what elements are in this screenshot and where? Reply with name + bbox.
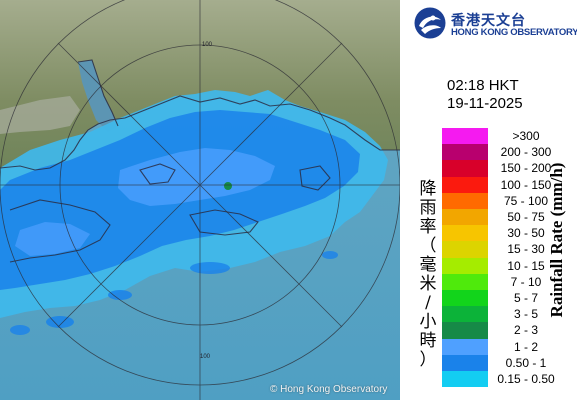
legend-label: 7 - 10 xyxy=(510,274,542,289)
radar-echo-patch xyxy=(15,222,90,256)
radar-map-image: 100 100 xyxy=(0,0,400,400)
legend-label: 200 - 300 xyxy=(500,145,552,160)
legend-row: 7 - 10 xyxy=(442,273,577,290)
legend-row: 3 - 5 xyxy=(442,306,577,323)
legend-swatch xyxy=(442,128,488,145)
legend-label: 150 - 200 xyxy=(500,161,552,176)
legend-row: 75 - 100 xyxy=(442,192,577,209)
radar-echo-heavier xyxy=(118,148,275,206)
legend-row: 2 - 3 xyxy=(442,322,577,339)
urban-area xyxy=(0,96,80,134)
legend-label: 10 - 15 xyxy=(507,258,545,273)
observation-date: 19-11-2025 xyxy=(447,95,523,112)
legend-label: 30 - 50 xyxy=(507,226,545,241)
radar-cell xyxy=(10,325,30,335)
org-name-zh: 香港天文台 xyxy=(451,13,526,29)
radar-cell xyxy=(46,316,74,328)
legend-label: 0.15 - 0.50 xyxy=(497,372,555,386)
legend-title-en: Rainfall Rate (mm/h) xyxy=(547,162,566,318)
legend-label: 3 - 5 xyxy=(513,307,538,322)
legend-swatch xyxy=(442,257,488,274)
legend-swatch xyxy=(442,354,488,371)
legend-label: 2 - 3 xyxy=(513,323,538,338)
legend-swatch xyxy=(442,209,488,226)
radar-cell xyxy=(322,251,338,259)
legend-row: 150 - 200 xyxy=(442,160,577,177)
radar-core xyxy=(224,182,232,190)
legend-row: 50 - 75 xyxy=(442,209,577,226)
legend-label: >300 xyxy=(512,129,540,143)
legend-swatch xyxy=(442,176,488,193)
legend-swatch xyxy=(442,338,488,355)
legend-row: 200 - 300 xyxy=(442,144,577,161)
legend-row: 0.15 - 0.50 xyxy=(442,371,577,388)
legend-row: 1 - 2 xyxy=(442,338,577,355)
hko-logo: 香港天文台 HONG KONG OBSERVATORY xyxy=(413,6,577,40)
coastlines xyxy=(0,59,400,263)
legend-row: 0.50 - 1 xyxy=(442,354,577,371)
legend-swatch xyxy=(442,306,488,323)
legend-swatch xyxy=(442,322,488,339)
legend-row: 15 - 30 xyxy=(442,241,577,258)
org-name-en: HONG KONG OBSERVATORY xyxy=(451,27,577,38)
legend-label: 100 - 150 xyxy=(500,177,552,192)
legend-row: 10 - 15 xyxy=(442,257,577,274)
range-ring-label: 100 xyxy=(200,354,211,360)
legend-swatch xyxy=(442,371,488,388)
copyright-notice: © Hong Kong Observatory xyxy=(270,384,388,395)
legend-row: 30 - 50 xyxy=(442,225,577,242)
legend-row: 100 - 150 xyxy=(442,176,577,193)
radar-cell xyxy=(190,262,230,274)
radar-map: 100 100 © Hong Kong Observatory xyxy=(0,0,400,400)
observation-time: 02:18 HKT xyxy=(447,77,519,94)
legend-label: 1 - 2 xyxy=(513,339,538,354)
legend-swatch xyxy=(442,192,488,209)
radar-cell xyxy=(108,290,132,300)
legend-swatch xyxy=(442,225,488,242)
legend-label: 5 - 7 xyxy=(513,291,538,305)
legend-label: 0.50 - 1 xyxy=(505,355,547,370)
legend-swatch xyxy=(442,273,488,290)
legend-swatch xyxy=(442,144,488,161)
legend-label: 50 - 75 xyxy=(507,210,545,224)
legend-swatch xyxy=(442,241,488,258)
legend-row: 5 - 7 xyxy=(442,290,577,307)
legend-title-zh: 降雨率（毫米 / 小時） xyxy=(419,179,437,370)
info-panel: 香港天文台 HONG KONG OBSERVATORY 02:18 HKT 19… xyxy=(400,0,577,400)
legend-swatch xyxy=(442,160,488,177)
range-ring-label: 100 xyxy=(202,42,213,48)
range-rings xyxy=(0,0,400,400)
deep-bay xyxy=(78,60,118,132)
hko-logo-icon xyxy=(414,7,446,39)
legend-label: 15 - 30 xyxy=(507,242,545,257)
legend-row: >300 xyxy=(442,128,577,145)
legend-swatch xyxy=(442,290,488,307)
legend-label: 75 - 100 xyxy=(503,193,549,208)
